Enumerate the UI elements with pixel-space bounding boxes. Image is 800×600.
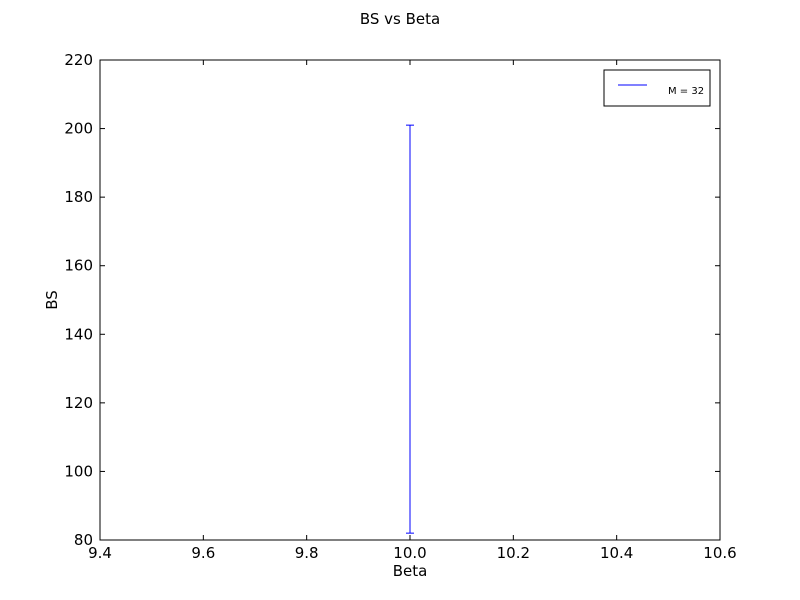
- y-tick-label: 120: [64, 394, 93, 412]
- legend-label-m32: M = 32: [668, 86, 704, 97]
- y-tick-label: 140: [64, 325, 93, 343]
- y-tick-label: 80: [74, 531, 93, 549]
- y-tick-label: 160: [64, 257, 93, 275]
- legend-box: [603, 69, 711, 107]
- y-tick-label: 220: [64, 51, 93, 69]
- plot-frame: [99, 59, 721, 541]
- y-tick-label: 100: [64, 462, 93, 480]
- axis-ticks: 9.4 9.6 9.8 10.0 10.2 10.4 10.6 80 100 120 140 160 1…: [64, 51, 736, 562]
- x-axis-label: Beta: [393, 562, 428, 580]
- chart-title: BS vs Beta: [360, 10, 440, 28]
- x-tick-label: 10.0: [393, 544, 426, 562]
- data-marks: [406, 124, 414, 534]
- x-tick-label: 10.6: [703, 544, 736, 562]
- x-tick-label: 9.8: [295, 544, 319, 562]
- legend: M = 32: [603, 69, 711, 107]
- y-axis-label: BS: [43, 290, 61, 310]
- y-tick-label: 200: [64, 120, 93, 138]
- x-tick-label: 9.4: [88, 544, 112, 562]
- y-tick-label: 180: [64, 188, 93, 206]
- x-tick-label: 10.2: [497, 544, 530, 562]
- x-tick-label: 9.6: [191, 544, 215, 562]
- x-tick-label: 10.4: [600, 544, 633, 562]
